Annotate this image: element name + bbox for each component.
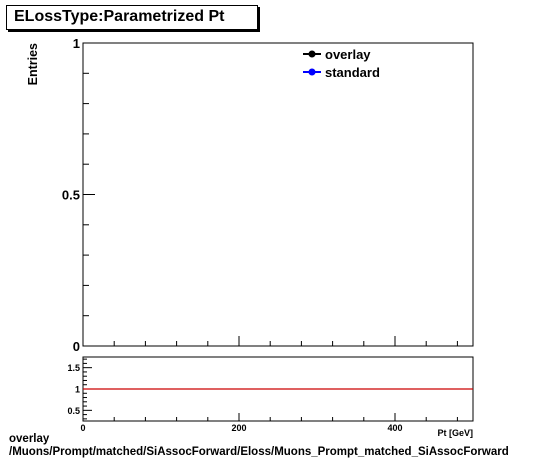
ratio-y-tick-label: 0.5 — [67, 406, 80, 416]
ratio-y-tick-label: 1 — [75, 385, 80, 395]
ratio-x-tick-label: 200 — [231, 423, 246, 433]
legend-label-overlay: overlay — [325, 47, 371, 62]
main-y-tick-label: 0.5 — [62, 188, 80, 203]
ratio-x-tick-label: 400 — [387, 423, 402, 433]
legend-label-standard: standard — [325, 65, 380, 80]
main-y-tick-label: 1 — [73, 36, 80, 51]
footer-line-2: /Muons/Prompt/matched/SiAssocForward/Elo… — [9, 446, 509, 458]
ratio-x-tick-label: 0 — [80, 423, 85, 433]
ratio-y-tick-label: 1.5 — [67, 363, 80, 373]
chart-title: ELossType:Parametrized Pt — [14, 8, 225, 25]
main-plot-frame — [82, 42, 474, 347]
title-box: ELossType:Parametrized Pt — [6, 5, 258, 30]
main-y-axis-label: Entries — [26, 43, 40, 85]
main-y-tick-label: 0 — [73, 339, 80, 354]
ratio-x-axis-label: Pt [GeV] — [437, 428, 473, 438]
legend-marker-overlay — [308, 50, 316, 58]
footer-caption: overlay /Muons/Prompt/matched/SiAssocFor… — [9, 433, 546, 459]
legend-marker-standard — [308, 68, 316, 76]
footer-line-1: overlay — [9, 433, 50, 445]
